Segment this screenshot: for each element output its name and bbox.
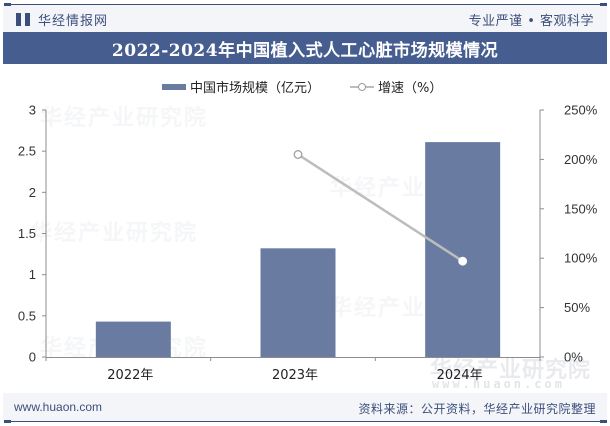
left-tick-label: 0.5 <box>18 308 36 323</box>
legend-line-swatch <box>350 82 375 91</box>
frame-top-line <box>4 4 607 5</box>
right-tick-label: 100% <box>564 251 598 266</box>
left-tick-label: 2 <box>29 185 36 200</box>
frame-cap <box>4 3 11 6</box>
legend: 中国市场规模（亿元） 增速（%） <box>162 77 442 96</box>
left-tick-label: 0 <box>29 350 36 365</box>
category-label: 2022年 <box>107 368 153 383</box>
slogan: 专业严谨 • 客观科学 <box>468 14 594 29</box>
right-tick-label: 150% <box>564 201 598 216</box>
chart-title: 2022-2024年中国植入式人工心脏市场规模情况 <box>111 40 499 61</box>
frame-cap <box>600 420 607 423</box>
left-tick-label: 1 <box>29 267 36 282</box>
book-logo-icon <box>16 13 30 26</box>
right-tick-label: 200% <box>564 152 598 167</box>
left-tick-label: 2.5 <box>18 144 36 159</box>
bar-series <box>95 142 501 357</box>
right-tick-label: 50% <box>564 300 590 315</box>
category-label: 2023年 <box>272 368 318 383</box>
frame-bottom-line <box>4 421 607 422</box>
right-tick-label: 250% <box>564 103 598 118</box>
frame-cap <box>600 3 607 6</box>
right-tick-label: 0% <box>564 350 583 365</box>
right-axis: 0% 50% 100% 150% 200% 250% <box>539 103 598 365</box>
header-bar <box>3 5 607 32</box>
x-axis: 2022年 2023年 2024年 <box>45 357 541 383</box>
line-marker <box>458 256 468 266</box>
brand: 华经情报网 <box>16 10 108 29</box>
bar <box>425 142 501 357</box>
growth-line-series <box>293 150 468 266</box>
title-bar: 2022-2024年中国植入式人工心脏市场规模情况 <box>3 32 607 64</box>
bar <box>95 321 171 357</box>
legend-line-label: 增速（%） <box>378 81 443 96</box>
line-marker <box>293 150 303 159</box>
left-tick-label: 1.5 <box>18 226 36 241</box>
frame-cap <box>4 420 11 423</box>
category-label: 2024年 <box>437 368 483 383</box>
footer-url[interactable]: www.huaon.com <box>14 400 103 414</box>
legend-bar-label: 中国市场规模（亿元） <box>190 81 321 96</box>
bar <box>260 248 336 357</box>
footer-source: 资料来源：公开资料，华经产业研究院整理 <box>358 402 596 416</box>
legend-bar-swatch <box>162 83 186 90</box>
brand-name: 华经情报网 <box>38 14 109 29</box>
left-tick-label: 3 <box>29 103 36 118</box>
footer-bar <box>3 393 607 421</box>
left-axis: 0 0.5 1 1.5 2 2.5 3 <box>18 103 47 365</box>
